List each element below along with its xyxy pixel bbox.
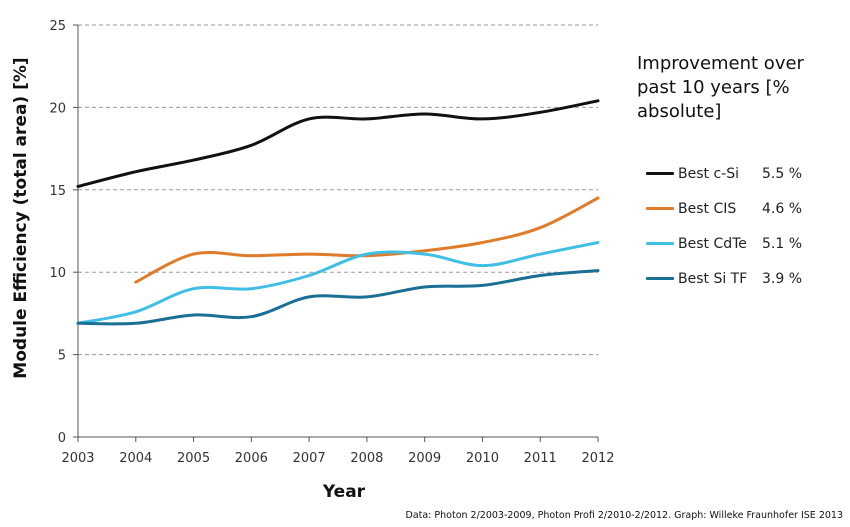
legend-label: Best Si TF	[678, 270, 748, 287]
legend-value: 5.1 %	[762, 235, 803, 252]
series-line-best-cis	[134, 196, 600, 284]
x-tick-labels: 2003 2004 2005 2006 2007 2008 2009 2010 2011 2012	[61, 451, 614, 466]
legend-swatch	[646, 207, 674, 210]
legend-label: Best CdTe	[678, 235, 747, 252]
y-tick-labels: 0 5 10 15 20 25	[49, 19, 66, 446]
legend: Best c-Si 5.5 % Best CIS 4.6 % Best CdTe…	[646, 156, 802, 296]
y-tick-label: 20	[49, 101, 66, 116]
y-axis-title: Module Efficiency (total area) [%]	[11, 57, 31, 378]
legend-swatch	[646, 172, 674, 175]
x-tick-label: 2007	[293, 451, 326, 466]
x-tick-label: 2003	[61, 451, 94, 466]
legend-swatch	[646, 242, 674, 245]
legend-item-best-cis: Best CIS 4.6 %	[646, 191, 802, 226]
legend-item-best-cdte: Best CdTe 5.1 %	[646, 226, 802, 261]
x-tick-label: 2012	[581, 451, 614, 466]
x-tick-label: 2008	[350, 451, 383, 466]
legend-label: Best c-Si	[678, 165, 739, 182]
legend-value: 3.9 %	[762, 270, 803, 287]
y-tick-label: 0	[58, 431, 66, 446]
y-tick-label: 10	[49, 266, 66, 281]
axes	[73, 24, 599, 442]
series-lines	[76, 99, 600, 326]
series-line-best-si-tf	[76, 269, 600, 326]
legend-item-best-c-si: Best c-Si 5.5 %	[646, 156, 802, 191]
series-line-best-c-si	[76, 99, 600, 188]
legend-title: Improvement over past 10 years [% absolu…	[637, 53, 804, 122]
data-source-credit: Data: Photon 2/2003-2009, Photon Profi 2…	[405, 510, 844, 521]
legend-item-best-si-tf: Best Si TF 3.9 %	[646, 261, 802, 296]
x-tick-label: 2009	[408, 451, 441, 466]
series-line-best-cdte	[76, 241, 600, 325]
x-tick-label: 2005	[177, 451, 210, 466]
legend-label: Best CIS	[678, 200, 737, 217]
y-tick-label: 15	[49, 184, 66, 199]
x-tick-label: 2010	[466, 451, 499, 466]
y-tick-label: 25	[49, 19, 66, 34]
legend-swatch	[646, 277, 674, 280]
x-tick-label: 2006	[235, 451, 268, 466]
grid-lines	[78, 24, 598, 356]
legend-value: 4.6 %	[762, 200, 803, 217]
x-axis-title: Year	[322, 482, 366, 502]
x-tick-label: 2011	[524, 451, 557, 466]
y-tick-label: 5	[58, 349, 66, 364]
legend-value: 5.5 %	[762, 165, 803, 182]
x-tick-label: 2004	[119, 451, 152, 466]
